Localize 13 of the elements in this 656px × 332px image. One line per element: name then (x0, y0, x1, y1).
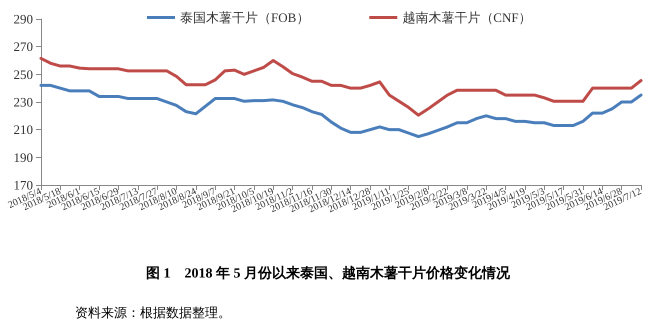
text: 资料来源：根据数据整理。 (75, 305, 231, 320)
y-tick-label: 230 (14, 94, 33, 110)
y-tick-label: 190 (14, 150, 33, 165)
y-tick-label: 210 (14, 122, 33, 138)
legend-label: 越南木薯干片（CNF） (402, 10, 532, 25)
line-series (40, 84, 642, 138)
y-tick-label: 290 (14, 12, 33, 26)
legend-label: 泰国木薯干片（FOB） (180, 10, 310, 25)
y-tick-label: 270 (14, 39, 33, 54)
y-tick-label: 170 (14, 178, 33, 192)
text: 图 1 2018 年 5 月份以来泰国、越南木薯干片价格变化情况 (146, 264, 511, 282)
y-tick-label: 250 (14, 66, 33, 82)
line-series (40, 56, 642, 117)
